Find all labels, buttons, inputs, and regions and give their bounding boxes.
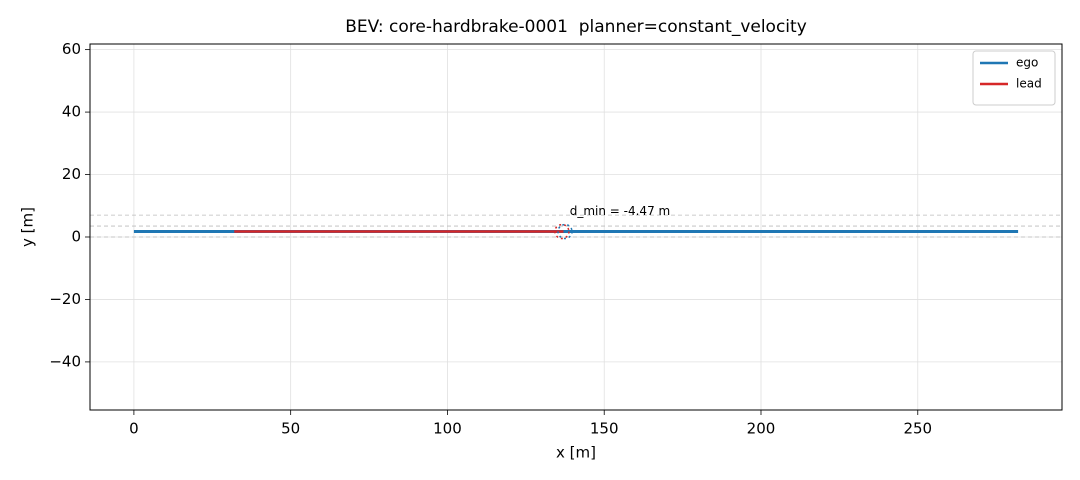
x-tick-label: 150 bbox=[590, 420, 619, 438]
y-tick-label: 0 bbox=[71, 227, 81, 245]
y-tick-label: −40 bbox=[49, 352, 81, 370]
y-axis-label: y [m] bbox=[19, 207, 37, 247]
x-tick-label: 0 bbox=[129, 420, 139, 438]
chart-title: BEV: core-hardbrake-0001 planner=constan… bbox=[345, 17, 807, 37]
x-tick-label: 100 bbox=[433, 420, 462, 438]
collision-marker bbox=[557, 223, 573, 240]
y-tick-label: 20 bbox=[62, 165, 81, 183]
legend-label: ego bbox=[1016, 56, 1038, 70]
x-tick-label: 250 bbox=[903, 420, 932, 438]
legend-box bbox=[972, 50, 1056, 106]
x-axis-label: x [m] bbox=[556, 444, 596, 462]
plot-frame bbox=[89, 43, 1063, 411]
collision-marker bbox=[554, 223, 570, 240]
x-tick-label: 50 bbox=[281, 420, 300, 438]
y-tick-label: −20 bbox=[49, 290, 81, 308]
x-tick-label: 200 bbox=[747, 420, 776, 438]
annotation: d_min = -4.47 m bbox=[570, 204, 670, 218]
legend-label: lead bbox=[1016, 77, 1042, 91]
legend: ego lead bbox=[972, 50, 1056, 106]
y-tick-label: 60 bbox=[62, 40, 81, 58]
y-tick-label: 40 bbox=[62, 103, 81, 121]
